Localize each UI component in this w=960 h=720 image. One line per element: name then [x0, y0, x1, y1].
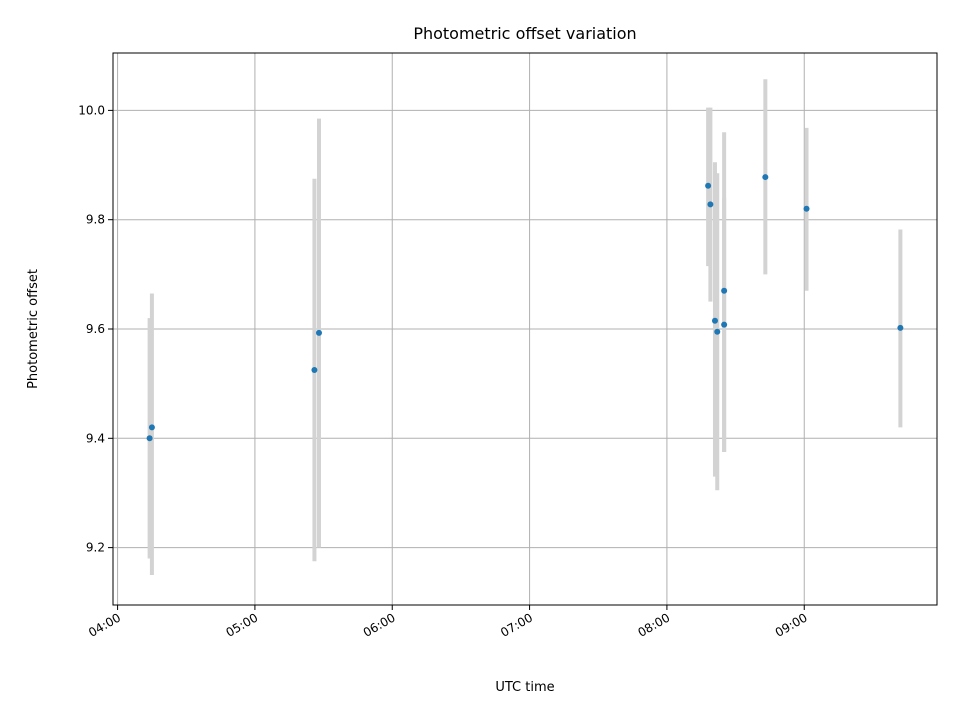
data-point — [311, 366, 318, 373]
data-point — [721, 321, 728, 328]
y-tick-label: 10.0 — [78, 103, 105, 117]
data-point — [762, 174, 769, 181]
grid — [113, 53, 937, 605]
y-tick-label: 9.8 — [86, 213, 105, 227]
y-axis-ticks: 9.2 9.4 9.6 9.8 10.0 — [78, 103, 113, 555]
y-axis-label: Photometric offset — [26, 269, 41, 389]
data-point — [707, 201, 714, 208]
data-point — [714, 328, 721, 335]
data-point — [803, 205, 810, 212]
data-point — [721, 287, 728, 294]
data-point — [711, 317, 718, 324]
data-point — [897, 324, 904, 331]
y-tick-label: 9.4 — [86, 431, 105, 445]
data-point — [148, 424, 155, 431]
data-point — [316, 329, 322, 336]
chart-title: Photometric offset variation — [413, 24, 636, 43]
data-points — [146, 174, 904, 442]
y-tick-label: 9.2 — [86, 541, 105, 555]
x-axis-label: UTC time — [495, 680, 554, 695]
data-point — [705, 182, 712, 189]
data-point — [146, 435, 153, 442]
y-tick-label: 9.6 — [86, 322, 105, 336]
